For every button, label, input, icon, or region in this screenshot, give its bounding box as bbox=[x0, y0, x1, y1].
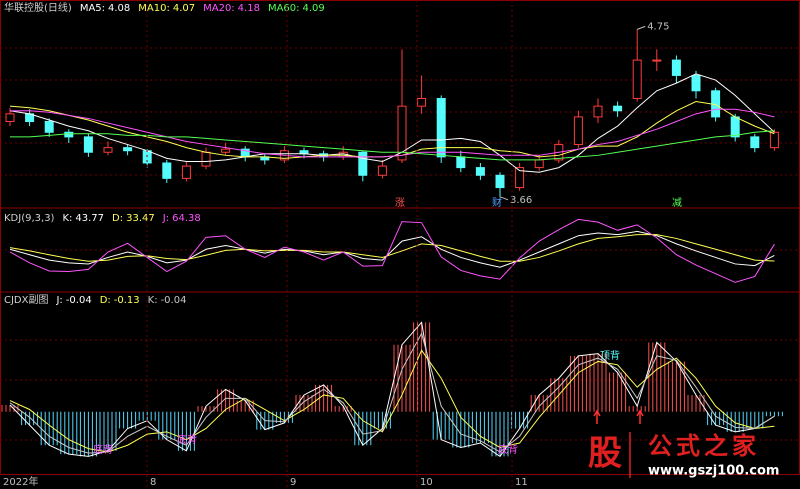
series-line bbox=[9, 230, 775, 268]
event-marker: 财 bbox=[492, 196, 502, 209]
watermark: 股 公式之家 www.gszj100.com bbox=[588, 432, 779, 479]
signal-label: 底背 bbox=[177, 433, 197, 446]
signal-label: 顶背 bbox=[600, 349, 620, 362]
legend-value: 4.09 bbox=[303, 3, 325, 14]
watermark-url: www.gszj100.com bbox=[648, 464, 779, 479]
legend-value: -0.04 bbox=[161, 295, 187, 306]
watermark-name: 公式之家 bbox=[648, 432, 760, 460]
candle-body bbox=[475, 167, 485, 176]
series-line bbox=[9, 218, 775, 283]
legend-value: -0.13 bbox=[114, 295, 140, 306]
high-pointer bbox=[637, 25, 646, 30]
series-line bbox=[9, 332, 775, 454]
candle-body bbox=[534, 159, 544, 169]
candle-body bbox=[377, 165, 387, 176]
candle-body bbox=[181, 165, 191, 179]
candle-body bbox=[201, 151, 211, 167]
candle-body bbox=[44, 121, 54, 133]
legend-name: J: bbox=[55, 295, 62, 306]
series-line bbox=[10, 130, 775, 161]
legend-name: J: bbox=[162, 213, 169, 224]
candle-body bbox=[358, 151, 368, 176]
legend-name: D: bbox=[100, 295, 111, 306]
legend-value: 33.47 bbox=[126, 213, 155, 224]
candle-body bbox=[515, 167, 525, 189]
legend-value: -0.04 bbox=[66, 295, 92, 306]
candle-body bbox=[103, 147, 113, 153]
low-label: 3.66 bbox=[510, 195, 532, 206]
event-marker: 减 bbox=[672, 197, 682, 209]
signal-label: 底背 bbox=[498, 443, 518, 456]
legend-name: K: bbox=[62, 213, 72, 224]
signal-label: 底背 bbox=[93, 443, 113, 456]
legend-name: MA60: bbox=[268, 3, 300, 14]
legend-value: 64.38 bbox=[172, 213, 201, 224]
watermark-logo: 股 bbox=[588, 434, 622, 474]
legend-name: MA20: bbox=[203, 3, 235, 14]
candle-body bbox=[613, 105, 623, 112]
candle-body bbox=[162, 162, 172, 179]
event-marker: 涨 bbox=[395, 197, 405, 209]
panel-title: KDJ(9,3,3) bbox=[4, 213, 55, 224]
legend-value: 4.07 bbox=[173, 3, 195, 14]
candle-body bbox=[83, 136, 93, 153]
low-pointer bbox=[499, 196, 509, 201]
legend-value: 4.08 bbox=[108, 3, 130, 14]
series-line bbox=[9, 321, 775, 458]
x-tick-label: 8 bbox=[150, 477, 156, 488]
series-line bbox=[9, 73, 775, 173]
candle-body bbox=[593, 105, 603, 118]
candle-body bbox=[769, 131, 779, 149]
high-label: 4.75 bbox=[647, 21, 669, 32]
candle-body bbox=[436, 97, 446, 158]
legend-name: K: bbox=[148, 295, 158, 306]
candle-body bbox=[123, 147, 133, 152]
legend-value: 4.18 bbox=[238, 3, 260, 14]
panel-title: 华联控股(日线) bbox=[4, 1, 72, 14]
candle-body bbox=[573, 116, 583, 146]
candle-body bbox=[456, 156, 466, 169]
legend-name: D: bbox=[112, 213, 123, 224]
candle-body bbox=[750, 136, 760, 149]
candle-body bbox=[221, 148, 231, 153]
signal-arrow bbox=[636, 409, 644, 424]
candle-body bbox=[632, 59, 642, 99]
candle-body bbox=[64, 131, 74, 138]
legend-value: 43.77 bbox=[75, 213, 104, 224]
candle-body bbox=[5, 113, 15, 123]
candle-body bbox=[730, 116, 740, 138]
candle-body bbox=[691, 74, 701, 92]
legend-name: MA5: bbox=[80, 3, 105, 14]
x-tick-label: 9 bbox=[290, 477, 296, 488]
panel-title: CJDX副图 bbox=[4, 294, 48, 306]
legend-name: MA10: bbox=[138, 3, 170, 14]
signal-arrow bbox=[593, 409, 601, 424]
series-line bbox=[10, 108, 775, 158]
candle-body bbox=[417, 97, 427, 107]
candle-body bbox=[652, 59, 662, 62]
candle-body bbox=[495, 174, 505, 189]
series-line bbox=[9, 234, 775, 262]
candle-body bbox=[397, 105, 407, 161]
x-tick-label: 11 bbox=[515, 477, 528, 488]
x-tick-label: 2022年 bbox=[3, 475, 38, 488]
x-tick-label: 10 bbox=[420, 477, 433, 488]
candle-body bbox=[671, 59, 681, 76]
